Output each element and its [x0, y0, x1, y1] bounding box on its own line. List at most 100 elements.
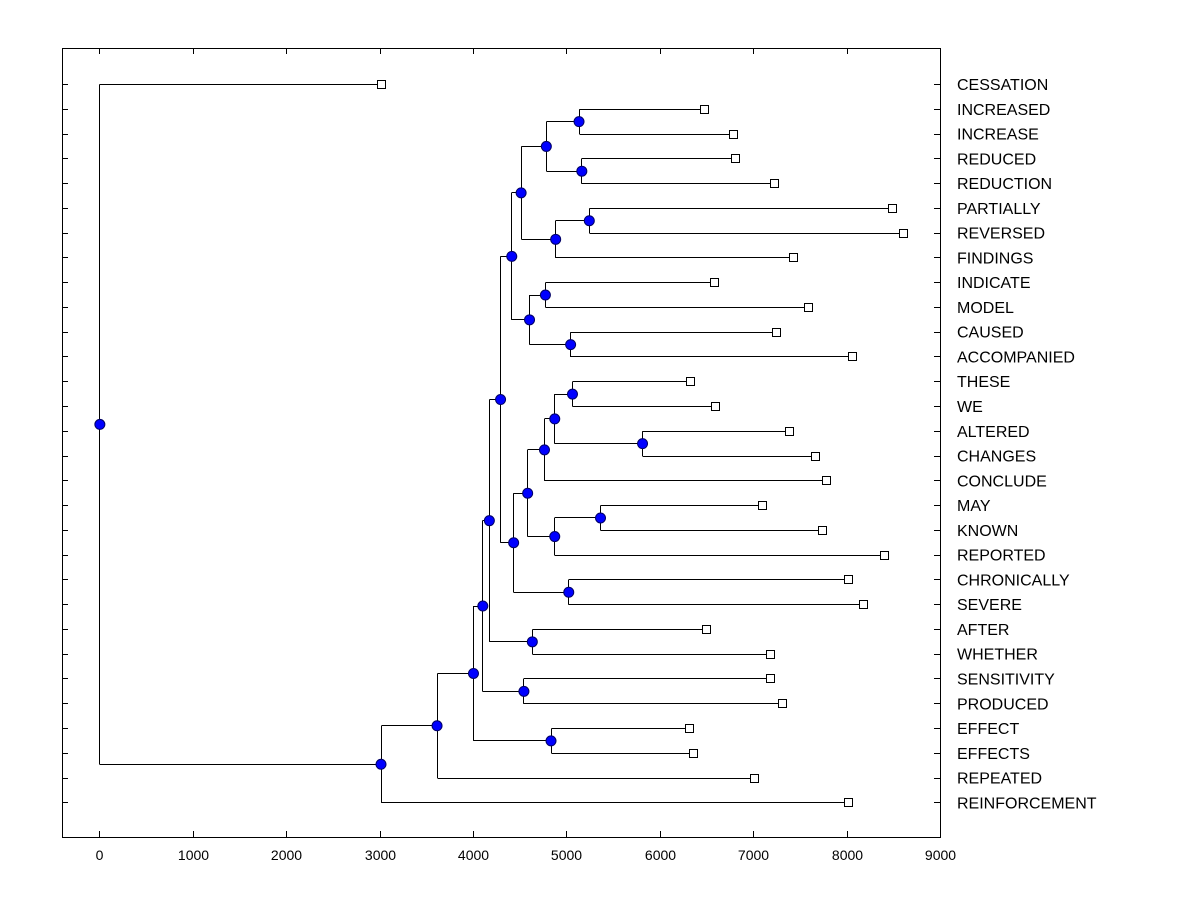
leaf-marker-reduced	[731, 154, 740, 163]
leaf-label-whether: WHETHER	[957, 647, 1038, 664]
leaf-marker-model	[804, 303, 813, 312]
leaf-marker-conclude	[822, 476, 831, 485]
leaf-marker-increased	[700, 105, 709, 114]
x-tick-label: 2000	[271, 847, 302, 863]
merge-node-m7	[539, 289, 551, 301]
leaf-marker-reinforcement	[844, 798, 853, 807]
leaf-marker-reversed	[899, 229, 908, 238]
leaf-label-reduction: REDUCTION	[957, 176, 1052, 193]
leaf-marker-cessation	[377, 80, 386, 89]
leaf-marker-we	[711, 402, 720, 411]
leaf-marker-chronically	[844, 575, 853, 584]
leaf-marker-reported	[880, 551, 889, 560]
merge-node-m15	[595, 512, 607, 524]
merge-node-m18	[563, 586, 575, 598]
leaf-label-reinforcement: REINFORCEMENT	[957, 795, 1097, 812]
x-tick-label: 3000	[365, 847, 396, 863]
leaf-label-we: WE	[957, 399, 983, 416]
leaf-marker-effect	[685, 724, 694, 733]
merge-node-m8	[565, 339, 577, 351]
leaf-marker-altered	[785, 427, 794, 436]
leaf-label-altered: ALTERED	[957, 424, 1030, 441]
leaf-label-reversed: REVERSED	[957, 226, 1045, 243]
dendrogram-links	[99, 84, 904, 803]
leaf-label-severe: SEVERE	[957, 597, 1022, 614]
x-axis-ticks: 0 1000 2000 3000 4000 5000 6000 7000 8000 9000	[96, 48, 956, 863]
x-tick-label: 4000	[458, 847, 489, 863]
merge-node-m20	[495, 394, 507, 406]
merge-node-m3	[540, 140, 552, 152]
merge-node-m11	[566, 388, 578, 400]
merge-nodes	[94, 116, 649, 770]
plot-frame	[62, 48, 941, 838]
merge-node-m27	[431, 720, 443, 732]
leaf-label-accompanied: ACCOMPANIED	[957, 349, 1075, 366]
merge-node-m6	[515, 187, 527, 199]
leaf-label-indicate: INDICATE	[957, 275, 1030, 292]
merge-node-m4	[583, 215, 595, 227]
merge-node-m19	[508, 537, 520, 549]
leaf-label-increase: INCREASE	[957, 127, 1039, 144]
leaf-label-changes: CHANGES	[957, 449, 1036, 466]
leaf-label-cessation: CESSATION	[957, 77, 1048, 94]
merge-node-m22	[483, 515, 495, 527]
leaf-marker-known	[818, 526, 827, 535]
leaf-label-sensitivity: SENSITIVITY	[957, 671, 1055, 688]
leaf-label-known: KNOWN	[957, 523, 1018, 540]
leaf-marker-caused	[772, 328, 781, 337]
leaf-markers	[377, 80, 908, 807]
leaf-labels: CESSATION INCREASED INCREASE REDUCED REDUCTI…	[957, 77, 1097, 812]
y-axis-ticks	[62, 84, 940, 803]
merge-node-m21	[526, 636, 538, 648]
leaf-marker-accompanied	[848, 352, 857, 361]
merge-node-m10	[506, 250, 518, 262]
leaf-label-findings: FINDINGS	[957, 250, 1033, 267]
leaf-label-model: MODEL	[957, 300, 1014, 317]
leaf-marker-reduction	[770, 179, 779, 188]
x-tick-label: 6000	[645, 847, 676, 863]
merge-node-m9	[524, 314, 536, 326]
leaf-marker-whether	[766, 650, 775, 659]
leaf-marker-partially	[888, 204, 897, 213]
leaf-marker-indicate	[710, 278, 719, 287]
x-tick-label: 1000	[178, 847, 209, 863]
x-tick-label: 7000	[738, 847, 769, 863]
merge-node-m17	[522, 487, 534, 499]
merge-node-m23	[518, 685, 530, 697]
x-tick-label: 9000	[925, 847, 956, 863]
leaf-label-after: AFTER	[957, 622, 1009, 639]
merge-node-m1	[573, 116, 585, 128]
merge-node-m2	[576, 165, 588, 177]
leaf-marker-after	[702, 625, 711, 634]
merge-node-m29	[94, 418, 106, 430]
merge-node-m12	[637, 438, 649, 450]
leaf-marker-produced	[778, 699, 787, 708]
leaf-label-reduced: REDUCED	[957, 151, 1036, 168]
leaf-label-caused: CAUSED	[957, 325, 1024, 342]
x-tick-label: 5000	[551, 847, 582, 863]
x-tick-label: 8000	[832, 847, 863, 863]
leaf-label-increased: INCREASED	[957, 102, 1050, 119]
merge-node-m24	[477, 600, 489, 612]
x-tick-label: 0	[96, 847, 104, 863]
leaf-marker-changes	[811, 452, 820, 461]
leaf-label-effect: EFFECT	[957, 721, 1019, 738]
merge-node-m28	[375, 758, 387, 770]
leaf-label-effects: EFFECTS	[957, 746, 1030, 763]
merge-node-m5	[550, 233, 562, 245]
leaf-label-may: MAY	[957, 498, 991, 515]
leaf-marker-sensitivity	[766, 674, 775, 683]
leaf-marker-findings	[789, 253, 798, 262]
merge-node-m25	[545, 735, 557, 747]
leaf-label-reported: REPORTED	[957, 548, 1046, 565]
leaf-marker-increase	[729, 130, 738, 139]
leaf-marker-severe	[859, 600, 868, 609]
leaf-marker-repeated	[750, 774, 759, 783]
leaf-marker-effects	[689, 749, 698, 758]
leaf-label-these: THESE	[957, 374, 1010, 391]
leaf-label-conclude: CONCLUDE	[957, 473, 1047, 490]
merge-node-m16	[549, 531, 561, 543]
merge-node-m13	[549, 413, 561, 425]
leaf-label-chronically: CHRONICALLY	[957, 572, 1070, 589]
